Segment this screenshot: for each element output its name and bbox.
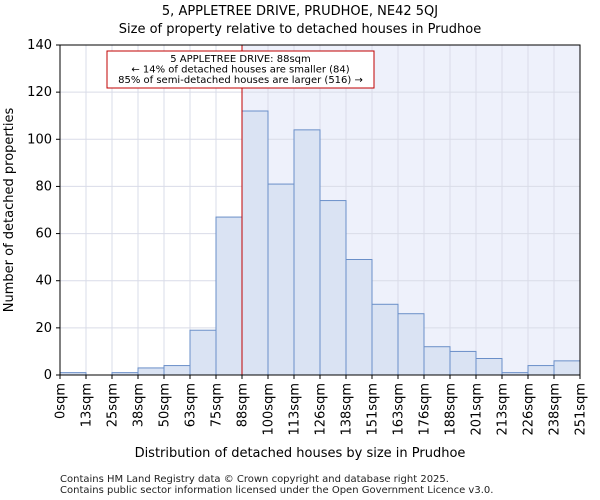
x-tick-label: 201sqm: [470, 383, 485, 436]
y-tick-label: 40: [35, 274, 52, 289]
annotation-line-2: ← 14% of detached houses are smaller (84…: [131, 65, 349, 76]
x-tick-label: 126sqm: [314, 383, 329, 436]
bar-176sqm: [423, 346, 451, 376]
bar-38sqm: [137, 367, 165, 376]
x-tick-label: 38sqm: [132, 383, 147, 427]
y-tick-label: 80: [35, 179, 52, 194]
x-tick-label: 238sqm: [548, 383, 563, 436]
bar-100sqm: [267, 183, 295, 376]
y-tick-label: 20: [35, 321, 52, 336]
chart-title: 5, APPLETREE DRIVE, PRUDHOE, NE42 5QJ: [162, 4, 438, 19]
x-tick-label: 251sqm: [574, 383, 589, 436]
x-tick-label: 50sqm: [158, 383, 173, 427]
annotation-box: [106, 50, 375, 89]
annotation-line-3: 85% of semi-detached houses are larger (…: [118, 75, 363, 86]
y-tick-label: 0: [44, 368, 52, 383]
bar-50sqm: [163, 365, 191, 376]
x-tick-label: 163sqm: [392, 383, 407, 436]
x-tick-label: 25sqm: [106, 383, 121, 427]
x-tick-label: 138sqm: [340, 383, 355, 436]
x-tick-label: 213sqm: [496, 383, 511, 436]
y-tick-label: 140: [27, 38, 52, 53]
x-tick-label: 176sqm: [418, 383, 433, 436]
bar-113sqm: [293, 129, 321, 376]
bar-163sqm: [397, 313, 425, 376]
bar-63sqm: [189, 329, 217, 376]
x-tick-label: 13sqm: [80, 383, 95, 427]
y-axis-label: Number of detached properties: [2, 108, 17, 313]
x-tick-label: 188sqm: [444, 383, 459, 436]
footer-line-2: Contains public sector information licen…: [60, 485, 494, 496]
footer-line-1: Contains HM Land Registry data © Crown c…: [60, 474, 449, 485]
x-tick-label: 100sqm: [262, 383, 277, 436]
bar-238sqm: [553, 360, 581, 376]
bar-226sqm: [527, 365, 555, 376]
bar-126sqm: [319, 200, 347, 376]
y-tick-label: 120: [27, 85, 52, 100]
bar-201sqm: [475, 358, 503, 376]
x-tick-label: 226sqm: [522, 383, 537, 436]
bar-188sqm: [449, 350, 477, 376]
x-tick-label: 113sqm: [288, 383, 303, 436]
bar-75sqm: [215, 216, 243, 376]
y-tick-label: 60: [35, 227, 52, 242]
x-tick-label: 75sqm: [210, 383, 225, 427]
bar-151sqm: [371, 303, 399, 376]
chart-subtitle: Size of property relative to detached ho…: [119, 22, 481, 37]
x-tick-label: 0sqm: [54, 383, 69, 419]
bar-138sqm: [345, 259, 373, 376]
bar-88sqm: [241, 110, 269, 376]
y-tick-label: 100: [27, 132, 52, 147]
x-tick-label: 63sqm: [184, 383, 199, 427]
x-tick-label: 88sqm: [236, 383, 251, 427]
x-axis-label: Distribution of detached houses by size …: [135, 446, 466, 461]
x-tick-label: 151sqm: [366, 383, 381, 436]
annotation-line-1: 5 APPLETREE DRIVE: 88sqm: [170, 54, 311, 65]
plot-area: 0 20 40 60 80 100 120 140 0sqm 13sqm 25sqm 38sqm 50s…: [27, 38, 588, 436]
